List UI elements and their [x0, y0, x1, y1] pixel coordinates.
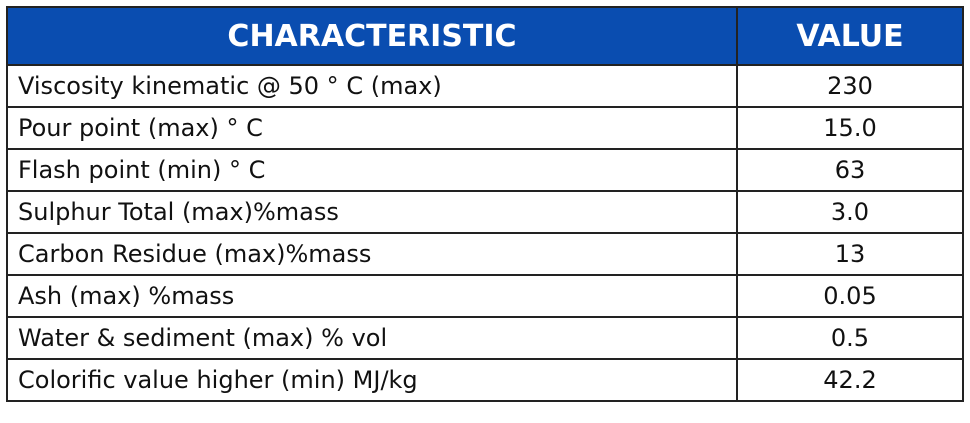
- value-cell: 230: [736, 64, 964, 108]
- table-row: Pour point (max) ° C 15.0: [6, 106, 964, 150]
- table-row: Water & sediment (max) % vol 0.5: [6, 316, 964, 360]
- table-row: Ash (max) %mass 0.05: [6, 274, 964, 318]
- characteristic-cell: Viscosity kinematic @ 50 ° C (max): [6, 64, 738, 108]
- characteristic-cell: Sulphur Total (max)%mass: [6, 190, 738, 234]
- header-cell: VALUE: [736, 6, 964, 66]
- characteristic-cell: Colorific value higher (min) MJ/kg: [6, 358, 738, 402]
- characteristic-cell: Pour point (max) ° C: [6, 106, 738, 150]
- spec-table: CHARACTERISTIC VALUE Viscosity kinematic …: [6, 6, 964, 402]
- value-cell: 15.0: [736, 106, 964, 150]
- table-row: Carbon Residue (max)%mass 13: [6, 232, 964, 276]
- value-cell: 63: [736, 148, 964, 192]
- characteristic-cell: Carbon Residue (max)%mass: [6, 232, 738, 276]
- table-row: Flash point (min) ° C 63: [6, 148, 964, 192]
- header-cell: CHARACTERISTIC: [6, 6, 738, 66]
- table-row: Sulphur Total (max)%mass 3.0: [6, 190, 964, 234]
- value-cell: 3.0: [736, 190, 964, 234]
- table-row: Colorific value higher (min) MJ/kg 42.2: [6, 358, 964, 402]
- characteristic-cell: Flash point (min) ° C: [6, 148, 738, 192]
- value-cell: 0.5: [736, 316, 964, 360]
- table-row: Viscosity kinematic @ 50 ° C (max) 230: [6, 64, 964, 108]
- value-cell: 0.05: [736, 274, 964, 318]
- header-row: CHARACTERISTIC VALUE: [6, 6, 964, 66]
- value-cell: 13: [736, 232, 964, 276]
- value-cell: 42.2: [736, 358, 964, 402]
- characteristic-cell: Ash (max) %mass: [6, 274, 738, 318]
- characteristic-cell: Water & sediment (max) % vol: [6, 316, 738, 360]
- table-body: Viscosity kinematic @ 50 ° C (max) 230 Pou…: [6, 64, 964, 402]
